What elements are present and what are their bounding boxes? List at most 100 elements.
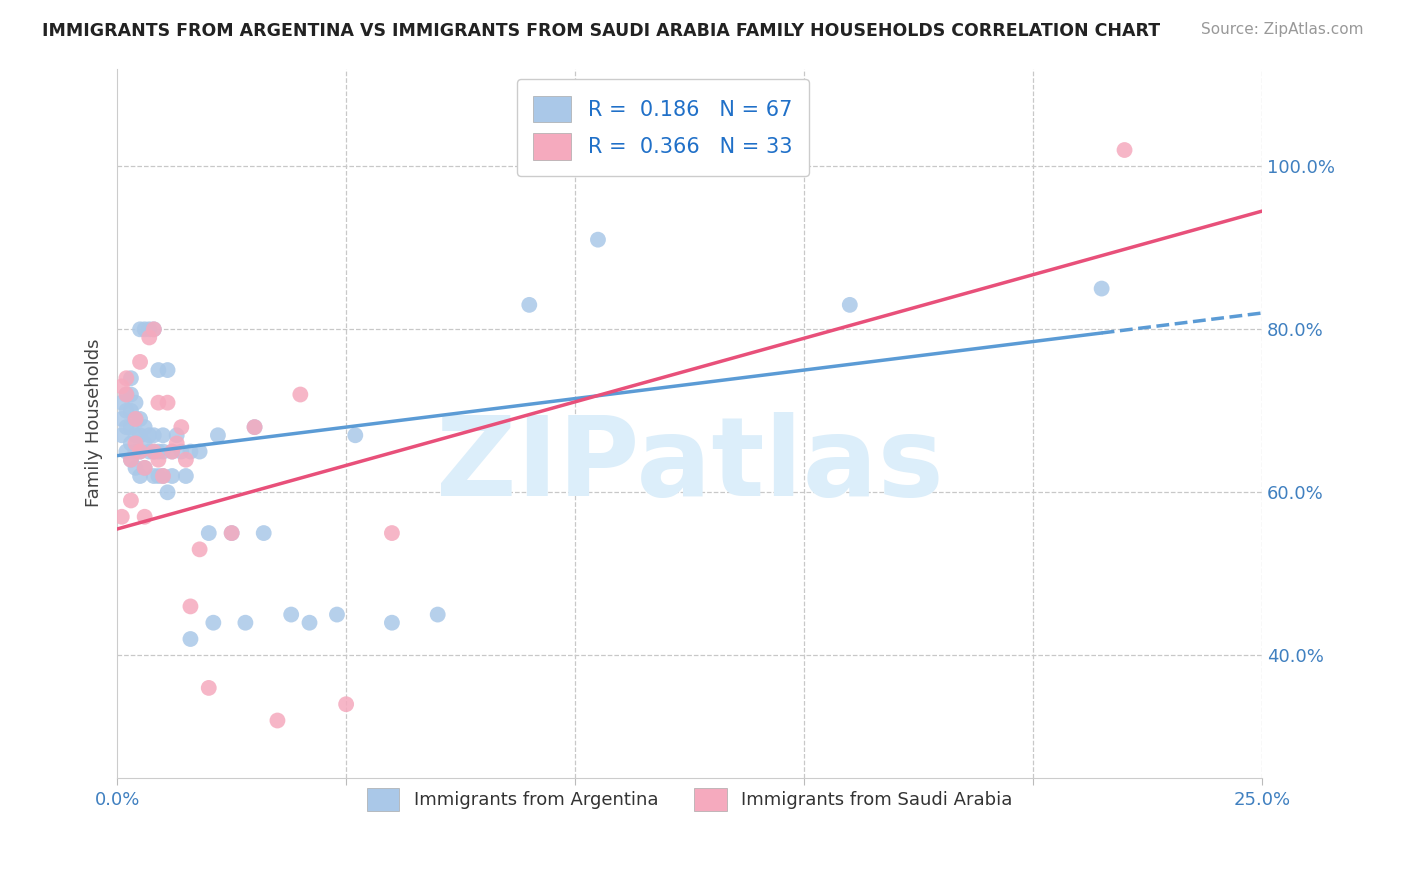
Point	[124, 428, 146, 442]
Point	[142, 322, 165, 336]
Point	[156, 363, 179, 377]
Point	[124, 412, 146, 426]
Point	[426, 607, 449, 622]
Point	[129, 412, 152, 426]
Point	[152, 469, 174, 483]
Point	[115, 387, 138, 401]
Point	[129, 444, 152, 458]
Point	[160, 444, 183, 458]
Point	[148, 444, 170, 458]
Point	[129, 322, 152, 336]
Point	[290, 387, 312, 401]
Point	[221, 526, 243, 541]
Point	[142, 322, 165, 336]
Point	[111, 395, 134, 409]
Text: IMMIGRANTS FROM ARGENTINA VS IMMIGRANTS FROM SAUDI ARABIA FAMILY HOUSEHOLDS CORR: IMMIGRANTS FROM ARGENTINA VS IMMIGRANTS …	[42, 22, 1160, 40]
Point	[115, 387, 138, 401]
Point	[517, 298, 540, 312]
Point	[115, 371, 138, 385]
Point	[142, 428, 165, 442]
Point	[129, 444, 152, 458]
Point	[207, 428, 229, 442]
Point	[120, 404, 142, 418]
Point	[152, 469, 174, 483]
Point	[148, 452, 170, 467]
Point	[124, 461, 146, 475]
Point	[111, 428, 134, 442]
Point	[120, 493, 142, 508]
Point	[166, 428, 188, 442]
Point	[134, 461, 156, 475]
Point	[148, 363, 170, 377]
Point	[170, 420, 193, 434]
Point	[280, 607, 302, 622]
Point	[221, 526, 243, 541]
Point	[120, 387, 142, 401]
Point	[142, 469, 165, 483]
Point	[160, 469, 183, 483]
Point	[120, 420, 142, 434]
Point	[179, 599, 201, 614]
Point	[142, 444, 165, 458]
Point	[156, 485, 179, 500]
Point	[266, 714, 288, 728]
Point	[120, 436, 142, 450]
Point	[124, 395, 146, 409]
Point	[115, 404, 138, 418]
Point	[124, 444, 146, 458]
Point	[381, 526, 404, 541]
Point	[134, 322, 156, 336]
Point	[124, 436, 146, 450]
Point	[188, 444, 211, 458]
Point	[243, 420, 266, 434]
Point	[174, 452, 197, 467]
Point	[129, 469, 152, 483]
Point	[111, 509, 134, 524]
Point	[138, 330, 160, 344]
Point	[134, 436, 156, 450]
Point	[115, 444, 138, 458]
Point	[134, 461, 156, 475]
Point	[381, 615, 404, 630]
Point	[156, 395, 179, 409]
Point	[235, 615, 257, 630]
Point	[124, 412, 146, 426]
Point	[188, 542, 211, 557]
Point	[586, 233, 609, 247]
Y-axis label: Family Households: Family Households	[86, 339, 103, 508]
Point	[138, 444, 160, 458]
Point	[120, 452, 142, 467]
Point	[298, 615, 321, 630]
Point	[111, 412, 134, 426]
Legend: Immigrants from Argentina, Immigrants from Saudi Arabia: Immigrants from Argentina, Immigrants fr…	[352, 773, 1026, 825]
Point	[142, 444, 165, 458]
Point	[129, 428, 152, 442]
Point	[202, 615, 225, 630]
Point	[152, 444, 174, 458]
Point	[129, 355, 152, 369]
Point	[134, 509, 156, 524]
Point	[179, 444, 201, 458]
Point	[115, 420, 138, 434]
Text: ZIPatlas: ZIPatlas	[436, 412, 943, 519]
Point	[1091, 282, 1114, 296]
Point	[166, 436, 188, 450]
Point	[138, 322, 160, 336]
Point	[197, 681, 219, 695]
Point	[148, 395, 170, 409]
Point	[326, 607, 349, 622]
Point	[120, 452, 142, 467]
Point	[174, 469, 197, 483]
Point	[138, 428, 160, 442]
Point	[179, 632, 201, 646]
Point	[335, 697, 357, 711]
Point	[111, 379, 134, 393]
Point	[134, 420, 156, 434]
Point	[152, 428, 174, 442]
Point	[148, 469, 170, 483]
Point	[1114, 143, 1136, 157]
Point	[838, 298, 860, 312]
Point	[197, 526, 219, 541]
Point	[160, 444, 183, 458]
Point	[253, 526, 276, 541]
